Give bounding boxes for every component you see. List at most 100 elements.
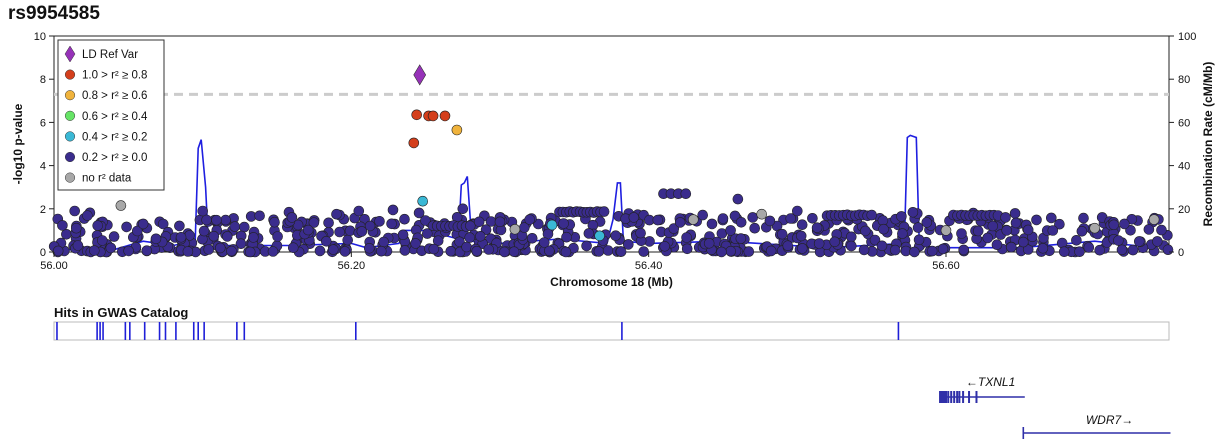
variant-point xyxy=(907,207,919,218)
variant-point-highlight xyxy=(1089,222,1100,234)
legend-label: 0.2 > r² ≥ 0.0 xyxy=(82,152,147,164)
variant-point xyxy=(71,222,82,234)
variant-point xyxy=(201,214,212,226)
x-tick-label: 56.00 xyxy=(40,260,68,272)
variant-point xyxy=(782,240,794,251)
variant-point xyxy=(982,232,994,244)
variant-point xyxy=(1022,244,1034,255)
variant-point xyxy=(526,233,538,244)
variant-point xyxy=(749,222,761,234)
variant-point xyxy=(913,234,925,246)
variant-point xyxy=(471,245,483,257)
y-tick-label: 10 xyxy=(34,31,46,43)
variant-point xyxy=(267,246,279,257)
variant-point xyxy=(1054,218,1065,230)
variant-point xyxy=(876,240,888,252)
variant-point xyxy=(475,231,486,242)
variant-point xyxy=(1074,246,1085,257)
gwas-track-frame xyxy=(53,321,1170,341)
variant-point-highlight xyxy=(408,137,420,149)
variant-point xyxy=(508,246,520,257)
variant-point xyxy=(1071,235,1082,246)
variant-point-highlight xyxy=(546,219,558,231)
variant-point xyxy=(1134,236,1145,247)
variant-point xyxy=(1094,244,1105,256)
variant-point xyxy=(494,216,506,228)
variant-point xyxy=(356,226,368,237)
legend-swatch xyxy=(64,110,76,121)
variant-point xyxy=(1009,208,1021,219)
y2-tick-label: 80 xyxy=(1178,74,1190,86)
variant-point-highlight xyxy=(1148,214,1160,225)
variant-point xyxy=(344,225,356,237)
variant-point xyxy=(141,245,153,256)
variant-point xyxy=(735,217,747,228)
variant-point xyxy=(364,220,376,232)
variant-point xyxy=(203,244,214,255)
variant-point xyxy=(1058,246,1070,257)
variant-point xyxy=(909,246,920,258)
y-tick-label: 4 xyxy=(40,161,46,173)
variant-point xyxy=(320,236,332,247)
y2-axis-label: Recombination Rate (cM/Mb) xyxy=(1201,62,1215,227)
variant-point xyxy=(1022,224,1034,236)
variant-point xyxy=(796,219,808,230)
y2-tick-label: 20 xyxy=(1178,204,1190,216)
legend-label: no r² data xyxy=(82,173,132,185)
variant-point xyxy=(244,246,256,258)
y-tick-label: 6 xyxy=(40,117,46,129)
variant-point xyxy=(765,245,777,257)
variant-point xyxy=(889,244,901,256)
variant-point-highlight xyxy=(509,224,521,235)
ref-variant-diamond xyxy=(413,64,427,86)
variant-point xyxy=(747,212,759,223)
x-axis-label: Chromosome 18 (Mb) xyxy=(550,275,673,289)
legend-swatch xyxy=(64,90,76,101)
variant-point xyxy=(937,243,949,255)
variant-point xyxy=(353,205,365,217)
variant-point xyxy=(428,243,440,255)
legend-label: 1.0 > r² ≥ 0.8 xyxy=(82,70,147,82)
variant-point xyxy=(735,233,747,244)
variant-point xyxy=(121,221,132,233)
variant-point xyxy=(1078,212,1089,224)
variant-point xyxy=(1005,241,1017,253)
variant-point xyxy=(211,214,222,226)
variant-point xyxy=(308,217,320,228)
variant-point xyxy=(635,227,646,239)
variant-point xyxy=(845,240,857,252)
variant-point xyxy=(716,246,727,258)
variant-point xyxy=(1119,218,1130,230)
variant-point xyxy=(182,246,194,257)
variant-point xyxy=(1010,217,1022,229)
variant-point xyxy=(697,209,709,221)
variant-point xyxy=(137,218,149,230)
variant-point xyxy=(89,245,100,256)
variant-point xyxy=(638,246,650,257)
y-tick-label: 8 xyxy=(40,74,46,86)
variant-point xyxy=(560,246,572,258)
x-tick-label: 56.20 xyxy=(338,260,366,272)
variant-point xyxy=(198,225,210,237)
variant-point-highlight xyxy=(417,195,429,207)
variant-point xyxy=(457,203,469,215)
variant-point xyxy=(628,212,640,223)
y-tick-label: 2 xyxy=(40,204,46,216)
variant-point xyxy=(378,236,390,248)
variant-point xyxy=(464,220,476,232)
variant-point xyxy=(331,208,342,220)
variant-point xyxy=(725,245,737,257)
variant-point xyxy=(956,228,967,239)
variant-point xyxy=(829,236,841,248)
legend-box xyxy=(57,39,165,191)
variant-point xyxy=(561,231,572,243)
variant-point xyxy=(668,223,680,234)
variant-point xyxy=(912,222,924,233)
variant-point xyxy=(323,217,334,229)
variant-point xyxy=(524,214,536,225)
variant-point xyxy=(615,246,627,257)
variant-point xyxy=(593,246,605,257)
variant-point xyxy=(461,241,472,253)
variant-point xyxy=(602,245,614,256)
